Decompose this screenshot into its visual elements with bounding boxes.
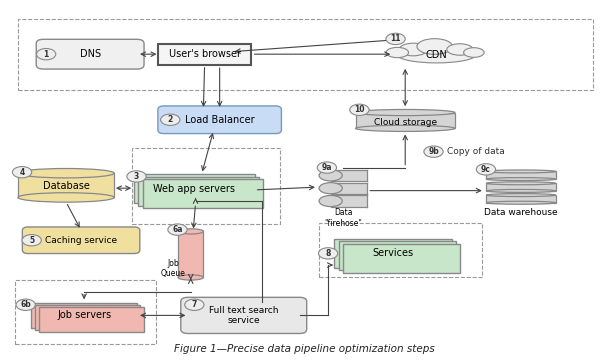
- Circle shape: [22, 235, 41, 246]
- Circle shape: [319, 248, 337, 259]
- Text: 8: 8: [325, 249, 331, 258]
- Ellipse shape: [319, 170, 342, 181]
- Circle shape: [161, 114, 180, 125]
- Ellipse shape: [18, 168, 114, 178]
- Text: 11: 11: [390, 35, 401, 44]
- Ellipse shape: [356, 125, 455, 131]
- Ellipse shape: [386, 48, 409, 58]
- Bar: [334, 239, 452, 268]
- Bar: [331, 170, 367, 181]
- Bar: [139, 177, 259, 206]
- Ellipse shape: [486, 177, 556, 181]
- Text: 3: 3: [134, 172, 139, 181]
- Bar: [486, 183, 556, 191]
- Text: Services: Services: [373, 248, 413, 258]
- Text: Web app servers: Web app servers: [153, 184, 235, 194]
- FancyBboxPatch shape: [158, 106, 282, 134]
- Bar: [142, 179, 263, 208]
- Circle shape: [36, 49, 56, 60]
- Bar: [486, 183, 556, 191]
- Text: Data
"firehose": Data "firehose": [324, 208, 362, 228]
- Text: Copy of data: Copy of data: [447, 147, 505, 156]
- Ellipse shape: [356, 109, 455, 116]
- Ellipse shape: [486, 194, 556, 197]
- Text: 1: 1: [44, 50, 49, 59]
- Bar: [331, 183, 367, 194]
- Bar: [319, 222, 482, 278]
- Bar: [133, 148, 280, 224]
- Bar: [178, 231, 204, 278]
- Text: User's browser: User's browser: [168, 49, 241, 59]
- Circle shape: [12, 167, 32, 178]
- Text: Figure 1—Precise data pipeline optimization steps: Figure 1—Precise data pipeline optimizat…: [174, 344, 434, 354]
- Circle shape: [386, 33, 405, 45]
- Bar: [158, 44, 251, 65]
- Bar: [15, 280, 156, 344]
- Bar: [356, 113, 455, 129]
- Circle shape: [476, 164, 496, 175]
- Bar: [486, 171, 556, 179]
- Bar: [486, 195, 556, 203]
- Bar: [134, 174, 255, 203]
- Text: Data warehouse: Data warehouse: [484, 208, 558, 217]
- Text: 10: 10: [354, 105, 365, 114]
- Ellipse shape: [486, 189, 556, 192]
- Text: 9b: 9b: [428, 147, 439, 156]
- Ellipse shape: [447, 44, 473, 55]
- Text: 6b: 6b: [20, 300, 31, 309]
- Bar: [486, 171, 556, 179]
- Ellipse shape: [464, 48, 484, 57]
- Bar: [343, 244, 460, 273]
- Bar: [18, 173, 114, 197]
- Circle shape: [127, 171, 146, 182]
- Text: 5: 5: [29, 236, 34, 245]
- Bar: [339, 241, 456, 270]
- Text: Cloud storage: Cloud storage: [374, 118, 437, 127]
- Ellipse shape: [486, 170, 556, 173]
- Bar: [331, 195, 367, 207]
- Bar: [18, 173, 114, 197]
- Text: Job servers: Job servers: [57, 310, 111, 320]
- Text: Database: Database: [43, 181, 89, 192]
- Circle shape: [16, 299, 35, 310]
- Ellipse shape: [18, 193, 114, 202]
- Ellipse shape: [319, 195, 342, 207]
- Text: 6a: 6a: [172, 225, 183, 234]
- Text: CDN: CDN: [426, 50, 447, 60]
- FancyBboxPatch shape: [181, 297, 306, 333]
- Circle shape: [168, 224, 187, 235]
- Ellipse shape: [399, 43, 427, 56]
- Ellipse shape: [397, 46, 476, 63]
- Text: 9c: 9c: [481, 165, 491, 174]
- Circle shape: [424, 146, 443, 157]
- Text: 9a: 9a: [322, 163, 332, 172]
- Text: Caching service: Caching service: [45, 236, 117, 245]
- Bar: [32, 303, 137, 328]
- Text: 2: 2: [168, 115, 173, 124]
- Bar: [35, 305, 140, 330]
- FancyBboxPatch shape: [22, 227, 140, 253]
- Circle shape: [350, 104, 369, 116]
- Ellipse shape: [178, 229, 204, 234]
- Text: 4: 4: [19, 168, 25, 177]
- Bar: [486, 195, 556, 203]
- Text: Job
Queue: Job Queue: [161, 259, 185, 278]
- FancyBboxPatch shape: [36, 39, 144, 69]
- Bar: [18, 19, 593, 90]
- Circle shape: [185, 299, 204, 310]
- Text: Full text search
service: Full text search service: [209, 306, 278, 325]
- Bar: [356, 113, 455, 129]
- Ellipse shape: [319, 183, 342, 194]
- Text: Load Balancer: Load Balancer: [185, 115, 255, 125]
- Ellipse shape: [178, 275, 204, 280]
- Text: DNS: DNS: [80, 49, 101, 59]
- Text: 7: 7: [192, 300, 197, 309]
- Circle shape: [317, 162, 337, 173]
- Ellipse shape: [486, 201, 556, 204]
- Ellipse shape: [417, 39, 452, 54]
- Ellipse shape: [486, 182, 556, 185]
- Bar: [39, 307, 144, 332]
